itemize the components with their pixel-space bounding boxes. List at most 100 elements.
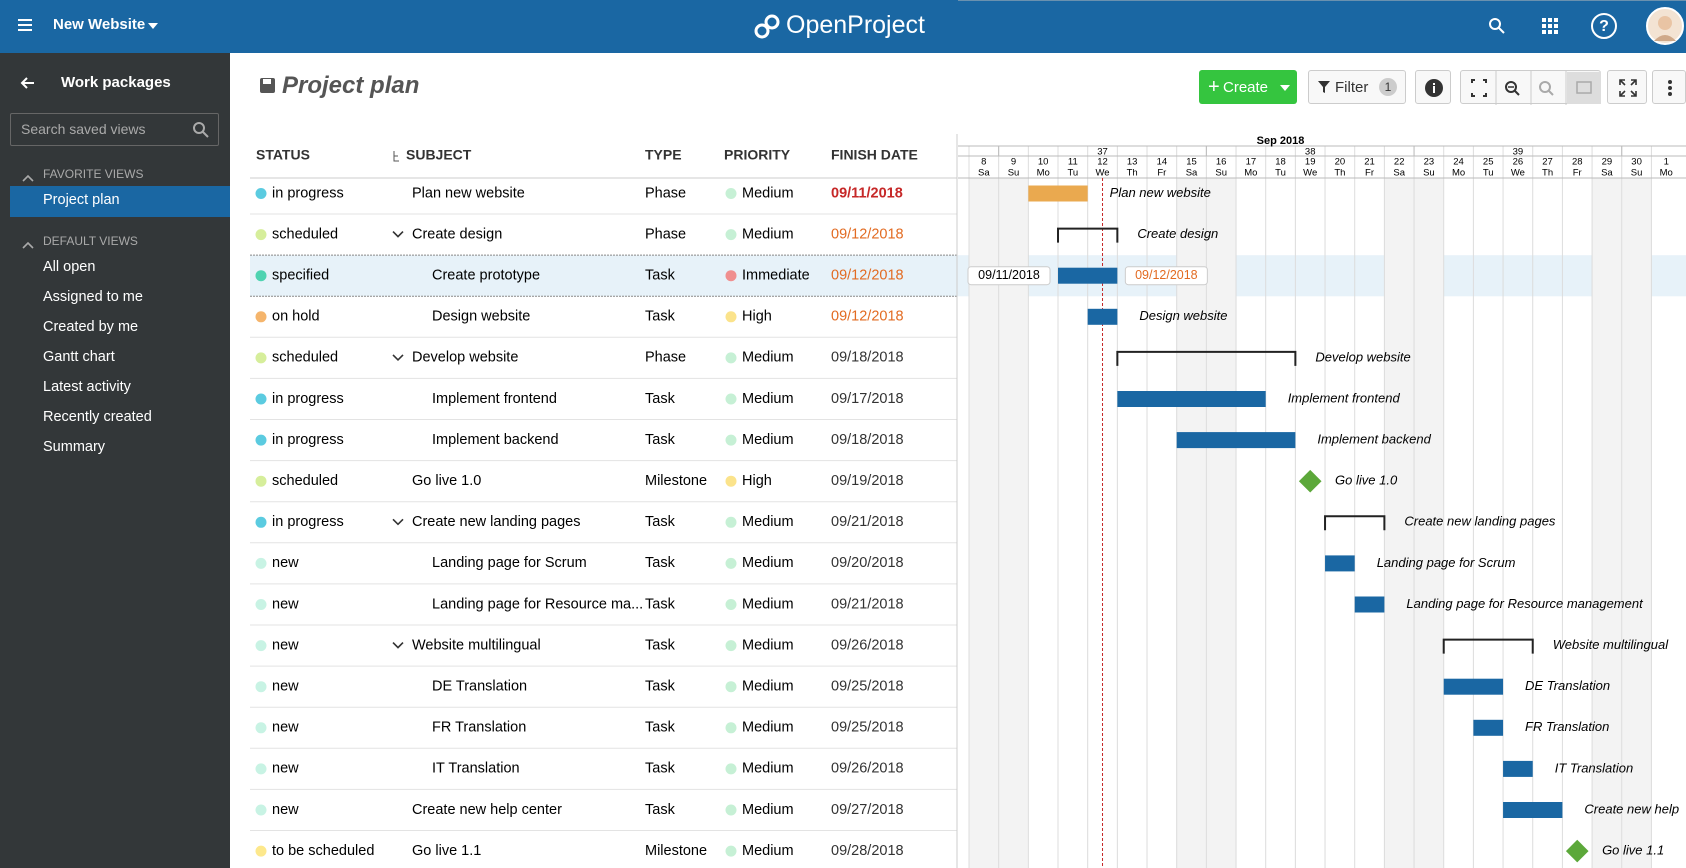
column-header[interactable]: SUBJECT [406, 147, 472, 163]
section-caret[interactable] [22, 236, 34, 249]
view-item[interactable]: Created by me [43, 319, 139, 335]
status[interactable]: new [272, 555, 299, 571]
search-placeholder: Search saved views [21, 121, 146, 137]
subject[interactable]: FR Translation [432, 720, 526, 736]
fullscreen-button[interactable] [1607, 70, 1647, 104]
status[interactable]: new [272, 802, 299, 818]
status-dot [255, 393, 267, 405]
back-icon[interactable] [18, 73, 38, 93]
status[interactable]: specified [272, 268, 329, 284]
status[interactable]: new [272, 637, 299, 653]
subject[interactable]: Create new help center [412, 802, 562, 818]
gantt-label: Create new help [1584, 801, 1679, 816]
weekday: Sa [1186, 168, 1198, 179]
gantt-label: DE Translation [1525, 678, 1610, 693]
collapse-chevron[interactable] [392, 518, 404, 526]
weekend-shade [1176, 178, 1207, 868]
subject[interactable]: Create prototype [432, 268, 540, 284]
priority-dot [725, 804, 737, 816]
subject[interactable]: Plan new website [412, 185, 525, 201]
status[interactable]: new [272, 679, 299, 695]
create-button[interactable]: + Create [1199, 70, 1297, 104]
status[interactable]: scheduled [272, 473, 338, 489]
view-item[interactable]: Gantt chart [43, 349, 115, 365]
milestone [1565, 839, 1589, 863]
subject[interactable]: Go live 1.0 [412, 473, 481, 489]
more-button[interactable] [1652, 70, 1686, 104]
priority: Medium [742, 843, 794, 859]
status[interactable]: in progress [272, 185, 344, 201]
help-icon[interactable]: ? [1590, 12, 1618, 40]
collapse-chevron[interactable] [392, 231, 404, 238]
type: Milestone [645, 473, 707, 489]
weekday: Su [1423, 168, 1435, 179]
subject[interactable]: IT Translation [432, 761, 520, 777]
priority-dot [725, 393, 737, 405]
day-number: 12 [1097, 157, 1108, 168]
logo[interactable]: OpenProject [786, 11, 925, 39]
column-header[interactable]: PRIORITY [724, 147, 791, 163]
subject[interactable]: Go live 1.1 [412, 843, 481, 859]
sidebar: Work packages Search saved views FAVORIT… [0, 53, 230, 868]
project-select[interactable]: New Website [53, 16, 146, 33]
modules-icon[interactable] [1541, 17, 1559, 35]
status[interactable]: new [272, 596, 299, 612]
parent-bracket [1324, 515, 1386, 531]
column-header[interactable]: TYPE [645, 147, 682, 163]
priority-dot [725, 681, 737, 693]
subject[interactable]: Design website [432, 309, 530, 325]
day-number: 16 [1216, 157, 1227, 168]
view-item[interactable]: Latest activity [43, 379, 131, 395]
column-header[interactable]: FINISH DATE [831, 147, 918, 163]
collapse-chevron[interactable] [392, 354, 404, 362]
priority: High [742, 473, 772, 489]
status[interactable]: new [272, 761, 299, 777]
details-button[interactable] [1415, 70, 1451, 104]
subject[interactable]: Implement backend [432, 432, 559, 448]
subject[interactable]: Create new landing pages [412, 514, 580, 530]
save-icon[interactable] [258, 76, 278, 96]
weekday: Sa [978, 168, 990, 179]
status[interactable]: in progress [272, 514, 344, 530]
gantt-label: Plan new website [1110, 185, 1211, 200]
gantt-label: Landing page for Scrum [1377, 555, 1516, 570]
avatar[interactable] [1646, 7, 1684, 45]
subject[interactable]: Landing page for Scrum [432, 555, 587, 571]
subject[interactable]: Implement frontend [432, 391, 557, 407]
status[interactable]: in progress [272, 432, 344, 448]
view-item[interactable]: Recently created [43, 409, 152, 425]
view-item[interactable]: Summary [43, 439, 106, 455]
subject[interactable]: Website multilingual [412, 637, 541, 653]
day-number: 17 [1246, 157, 1257, 168]
status[interactable]: on hold [272, 309, 320, 325]
priority-dot [725, 352, 737, 364]
status[interactable]: new [272, 720, 299, 736]
status[interactable]: in progress [272, 391, 344, 407]
view-item[interactable]: Project plan [43, 192, 120, 208]
weekend-shade [1592, 178, 1622, 868]
search-icon[interactable] [1487, 16, 1507, 36]
subject[interactable]: DE Translation [432, 679, 527, 695]
gantt-zoom-group[interactable] [1460, 70, 1601, 105]
subject[interactable]: Landing page for Resource ma... [432, 596, 643, 612]
weekday: Th [1127, 168, 1138, 179]
subject[interactable]: Develop website [412, 350, 518, 366]
column-header[interactable]: STATUS [256, 147, 310, 163]
weekday: Mo [1244, 168, 1257, 179]
filter-button[interactable]: Filter 1 [1308, 70, 1406, 104]
priority: Medium [742, 185, 794, 201]
menu-icon[interactable] [16, 16, 36, 36]
search-box[interactable]: Search saved views [10, 113, 219, 146]
view-item[interactable]: Assigned to me [43, 289, 143, 305]
view-item[interactable]: All open [43, 259, 96, 275]
type: Task [645, 720, 676, 736]
weekday: We [1095, 168, 1109, 179]
finish-date: 09/12/2018 [831, 268, 904, 284]
status[interactable]: to be scheduled [272, 843, 374, 859]
collapse-chevron[interactable] [392, 642, 404, 649]
status[interactable]: scheduled [272, 350, 338, 366]
subject[interactable]: Create design [412, 226, 502, 242]
section-caret[interactable] [22, 169, 34, 182]
zoom-icons [1471, 71, 1601, 105]
status[interactable]: scheduled [272, 226, 338, 242]
